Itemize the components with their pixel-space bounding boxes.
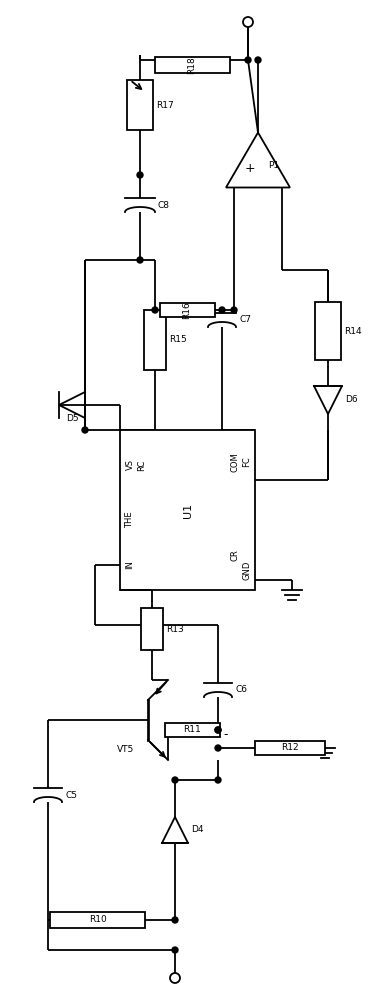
Text: P1: P1 bbox=[268, 160, 279, 169]
Text: D4: D4 bbox=[191, 826, 203, 834]
Text: IN: IN bbox=[126, 561, 135, 569]
Text: R17: R17 bbox=[156, 101, 174, 109]
Text: R14: R14 bbox=[344, 326, 362, 336]
Text: U1: U1 bbox=[182, 502, 193, 518]
Circle shape bbox=[215, 727, 221, 733]
Text: R16: R16 bbox=[182, 301, 191, 319]
Circle shape bbox=[245, 57, 251, 63]
Circle shape bbox=[172, 777, 178, 783]
Circle shape bbox=[215, 727, 221, 733]
Text: -: - bbox=[223, 728, 227, 742]
Text: C6: C6 bbox=[235, 686, 247, 694]
Text: R18: R18 bbox=[188, 56, 197, 74]
Circle shape bbox=[215, 745, 221, 751]
Circle shape bbox=[137, 172, 143, 178]
Text: R11: R11 bbox=[183, 726, 202, 734]
Text: C8: C8 bbox=[158, 200, 170, 210]
Text: THE: THE bbox=[126, 512, 135, 528]
Bar bbox=[160, 303, 215, 317]
Text: D6: D6 bbox=[345, 395, 358, 404]
Text: C5: C5 bbox=[65, 790, 77, 800]
Circle shape bbox=[172, 917, 178, 923]
Bar bbox=[50, 912, 145, 928]
Text: R15: R15 bbox=[169, 336, 187, 344]
Bar bbox=[127, 80, 153, 130]
Text: D5: D5 bbox=[66, 414, 78, 423]
Text: R10: R10 bbox=[89, 916, 106, 924]
Bar bbox=[141, 608, 163, 650]
Text: COM: COM bbox=[230, 452, 240, 472]
Circle shape bbox=[255, 57, 261, 63]
Text: FC: FC bbox=[243, 457, 252, 467]
Text: GND: GND bbox=[243, 560, 252, 580]
Text: RC: RC bbox=[138, 459, 147, 471]
Text: CR: CR bbox=[230, 549, 240, 561]
Bar bbox=[144, 310, 166, 370]
Bar bbox=[165, 723, 220, 737]
Circle shape bbox=[219, 307, 225, 313]
Circle shape bbox=[215, 777, 221, 783]
Bar bbox=[155, 57, 230, 73]
Text: C7: C7 bbox=[239, 316, 251, 324]
Bar bbox=[120, 430, 255, 590]
Text: VS: VS bbox=[126, 460, 135, 471]
Text: +: + bbox=[245, 161, 255, 174]
Bar bbox=[315, 302, 341, 360]
Circle shape bbox=[243, 17, 253, 27]
Circle shape bbox=[172, 947, 178, 953]
Circle shape bbox=[170, 973, 180, 983]
Text: R12: R12 bbox=[281, 744, 299, 752]
Bar bbox=[255, 741, 325, 755]
Circle shape bbox=[137, 257, 143, 263]
Circle shape bbox=[152, 307, 158, 313]
Text: VT5: VT5 bbox=[117, 745, 135, 754]
Circle shape bbox=[82, 427, 88, 433]
Circle shape bbox=[231, 307, 237, 313]
Text: R13: R13 bbox=[166, 624, 184, 634]
Polygon shape bbox=[226, 132, 290, 188]
